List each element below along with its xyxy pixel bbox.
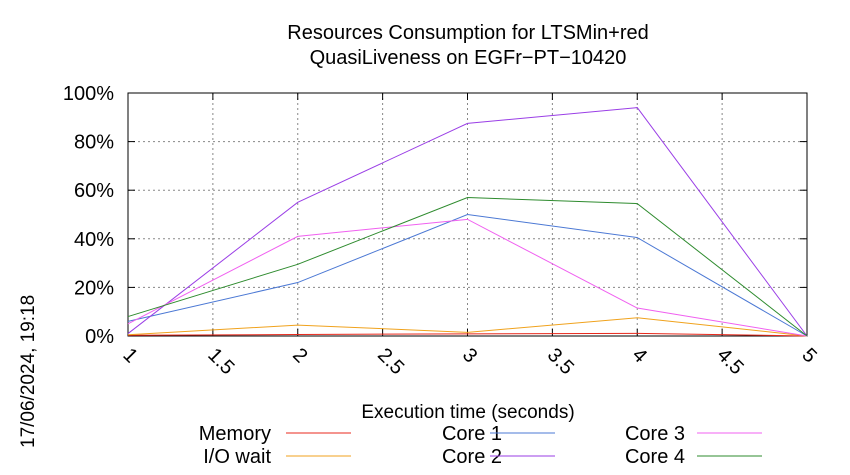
legend-label-core-3: Core 3 (625, 423, 685, 445)
timestamp: 17/06/2024, 19:18 (18, 295, 39, 448)
legend-label-core-1: Core 1 (442, 423, 502, 445)
series-line-core-4 (127, 196, 808, 337)
series-lines (127, 107, 808, 337)
y-tick-label: 80% (74, 132, 114, 154)
x-tick-label: 4 (628, 344, 651, 367)
x-tick-label: 4.5 (713, 344, 748, 379)
plot-frame (127, 92, 808, 337)
x-axis-label: Execution time (seconds) (361, 402, 574, 423)
chart-title-line-1: Resources Consumption for LTSMin+red (287, 22, 648, 44)
x-tick-label: 3 (458, 344, 481, 367)
x-tick-label: 5 (797, 344, 820, 367)
grid-lines (128, 93, 807, 336)
series-line-core-3 (127, 218, 808, 337)
x-tick-label: 1 (118, 344, 141, 367)
series-line-core-2 (127, 107, 808, 337)
x-tick-label: 3.5 (543, 344, 578, 379)
series-line-memory (127, 332, 808, 337)
y-tick-label: 20% (74, 277, 114, 299)
y-tick-label: 60% (74, 180, 114, 202)
x-tick-label: 2 (288, 344, 311, 367)
legend-label-core-4: Core 4 (625, 446, 685, 468)
series-line-i-o-wait (127, 317, 808, 337)
series-line-core-1 (127, 213, 808, 337)
legend-label-core-2: Core 2 (442, 446, 502, 468)
y-tick-label: 40% (74, 229, 114, 251)
x-tick-label: 2.5 (373, 344, 408, 379)
chart-title-line-2: QuasiLiveness on EGFr−PT−10420 (310, 47, 627, 69)
legend-label-i-o-wait: I/O wait (203, 446, 271, 468)
y-tick-label: 0% (85, 326, 114, 348)
y-tick-label: 100% (63, 83, 114, 105)
x-tick-label: 1.5 (203, 344, 238, 379)
legend-label-memory: Memory (199, 423, 271, 445)
